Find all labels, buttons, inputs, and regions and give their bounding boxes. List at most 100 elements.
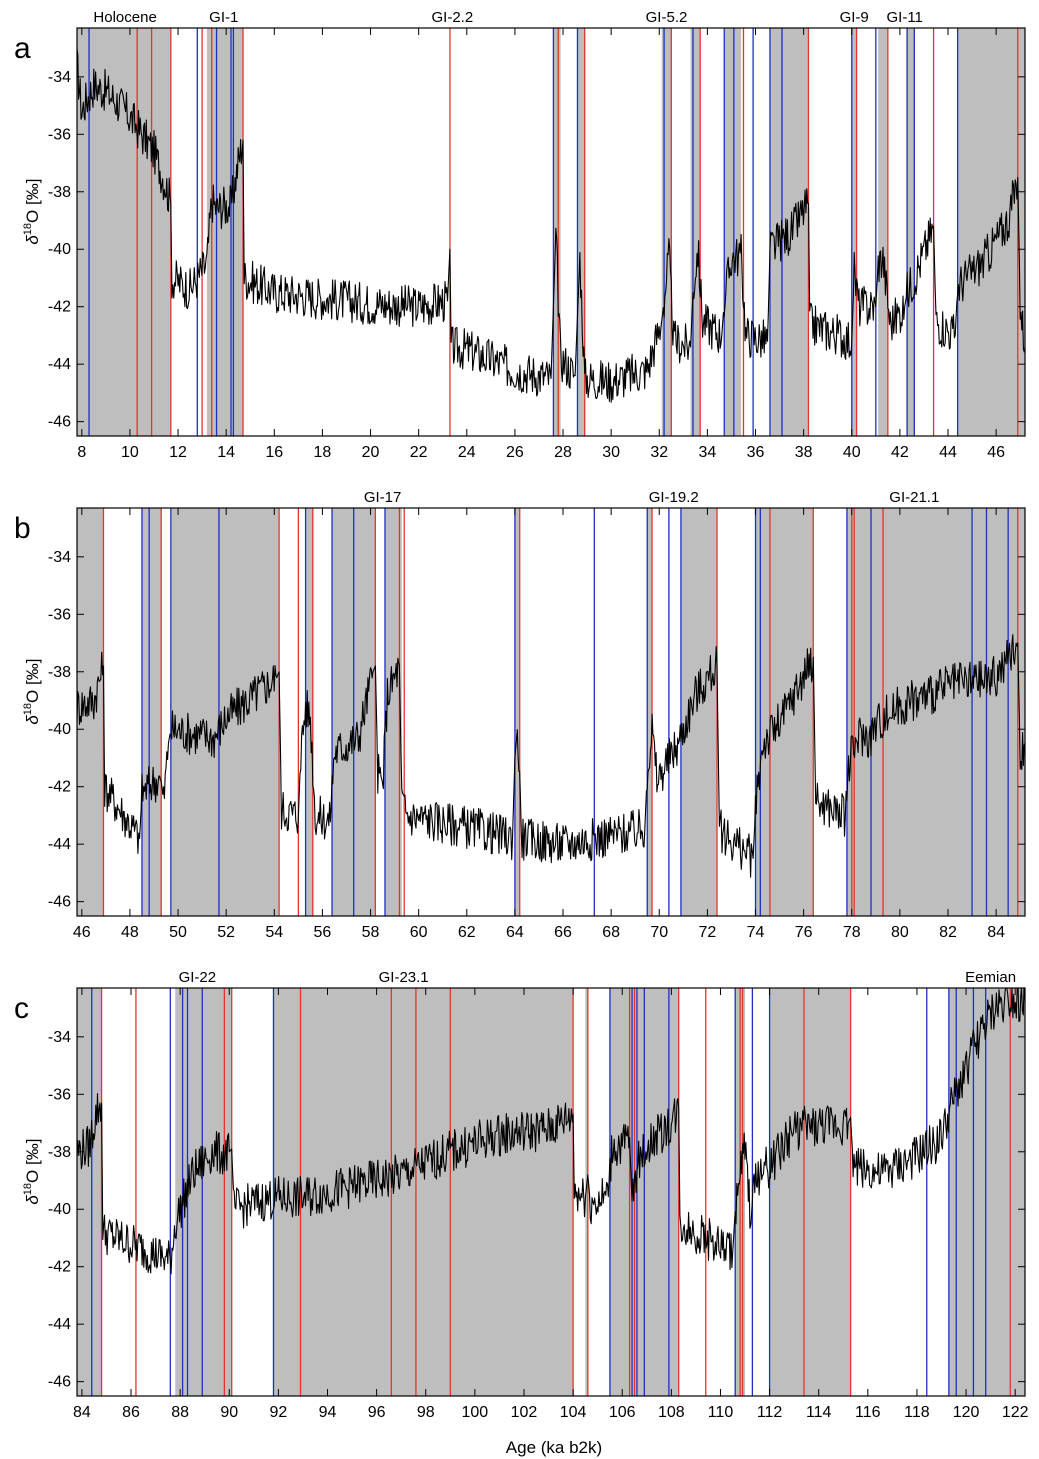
x-tick-label: 110: [708, 1404, 734, 1421]
x-tick-label: 54: [265, 924, 283, 941]
d18o-curve-a: [77, 48, 1025, 403]
x-tick-label: 60: [410, 924, 428, 941]
y-tick-label: -46: [48, 1374, 71, 1391]
event-annotation: GI-21.1: [889, 489, 939, 506]
event-annotation: GI-17: [364, 489, 402, 506]
y-tick-label: -38: [48, 1144, 71, 1161]
x-tick-label: 88: [171, 1404, 189, 1421]
stadial-shade-a-11: [957, 28, 1025, 436]
y-tick-label: -34: [48, 69, 71, 86]
x-tick-label: 56: [314, 924, 332, 941]
x-tick-label: 92: [269, 1404, 287, 1421]
y-tick-label: -36: [48, 606, 71, 623]
x-tick-label: 106: [609, 1404, 636, 1421]
x-tick-label: 26: [506, 444, 524, 461]
stadial-shade-a-6: [724, 28, 742, 436]
y-tick-label: -40: [48, 721, 71, 738]
x-tick-label: 34: [698, 444, 716, 461]
x-tick-label: 104: [560, 1404, 587, 1421]
panel-c-plot-area: [77, 988, 1025, 1396]
event-annotation: GI-23.1: [379, 969, 429, 986]
y-tick-label: -36: [48, 126, 71, 143]
panel-b-plot-area: [77, 508, 1025, 916]
stadial-shade-c-0: [77, 988, 102, 1396]
y-tick-label: -44: [48, 356, 71, 373]
x-tick-label: 48: [121, 924, 139, 941]
stadial-shade-a-2: [553, 28, 561, 436]
stadial-shade-c-3: [585, 988, 588, 1396]
event-annotation: GI-11: [886, 9, 922, 26]
stadial-shade-b-6: [514, 508, 520, 916]
x-tick-label: 64: [506, 924, 524, 941]
x-axis-label: Age (ka b2k): [506, 1438, 602, 1457]
x-tick-label: 62: [458, 924, 476, 941]
stadial-shade-b-1: [141, 508, 162, 916]
event-annotation: GI-22: [179, 969, 217, 986]
x-tick-label: 114: [806, 1404, 832, 1421]
y-tick-label: -42: [48, 1259, 71, 1276]
y-tick-label: -40: [48, 241, 71, 258]
y-tick-label: -38: [48, 184, 71, 201]
panel-letter: a: [14, 32, 31, 65]
x-tick-label: 52: [217, 924, 235, 941]
x-tick-label: 120: [953, 1404, 980, 1421]
stadial-shade-b-10: [846, 508, 1025, 916]
x-tick-label: 82: [939, 924, 957, 941]
stadial-shade-a-7: [769, 28, 809, 436]
stadial-shade-a-9: [878, 28, 888, 436]
y-tick-label: -42: [48, 779, 71, 796]
stadial-shade-a-1: [206, 28, 244, 436]
panels-group: 8 10 12 14 16 18 20 22 24 26 28 30 32 34 36 38 40 42 44 46-…: [14, 9, 1029, 1421]
x-tick-label: 16: [265, 444, 283, 461]
x-tick-label: 102: [511, 1404, 538, 1421]
x-tick-label: 10: [121, 444, 139, 461]
x-tick-label: 24: [458, 444, 476, 461]
y-tick-label: -46: [48, 414, 71, 431]
stadial-shade-c-7: [948, 988, 1025, 1396]
event-annotation: GI-2.2: [432, 9, 474, 26]
y-tick-label: -34: [48, 549, 71, 566]
x-tick-label: 72: [698, 924, 716, 941]
stadial-shade-c-6: [769, 988, 851, 1396]
x-tick-label: 94: [319, 1404, 337, 1421]
x-tick-label: 46: [73, 924, 91, 941]
stadial-shade-a-10: [907, 28, 915, 436]
x-tick-label: 42: [891, 444, 909, 461]
y-tick-label: -42: [48, 299, 71, 316]
x-tick-label: 58: [362, 924, 380, 941]
x-tick-label: 98: [417, 1404, 435, 1421]
x-tick-label: 68: [602, 924, 620, 941]
x-tick-label: 40: [843, 444, 861, 461]
x-tick-label: 38: [795, 444, 813, 461]
x-tick-label: 84: [73, 1404, 91, 1421]
stadial-shade-b-5: [384, 508, 402, 916]
x-tick-label: 80: [891, 924, 909, 941]
stadial-shade-a-8: [851, 28, 857, 436]
x-tick-label: 76: [795, 924, 813, 941]
event-annotation: GI-5.2: [646, 9, 688, 26]
x-tick-label: 30: [602, 444, 620, 461]
panel-letter: c: [14, 992, 29, 1025]
event-annotation: GI-19.2: [649, 489, 699, 506]
y-tick-label: -36: [48, 1086, 71, 1103]
event-annotation: Eemian: [965, 969, 1016, 986]
y-tick-label: -44: [48, 836, 71, 853]
x-tick-label: 84: [987, 924, 1005, 941]
x-tick-label: 18: [314, 444, 332, 461]
y-tick-label: -40: [48, 1201, 71, 1218]
x-tick-label: 86: [122, 1404, 140, 1421]
y-tick-label: -34: [48, 1029, 71, 1046]
stadial-shade-a-3: [577, 28, 585, 436]
x-tick-label: 118: [904, 1404, 930, 1421]
stadial-shade-c-2: [273, 988, 574, 1396]
y-tick-label: -44: [48, 1316, 71, 1333]
stadial-shade-a-0: [77, 28, 171, 436]
panel-c-frame: [76, 987, 1026, 1397]
x-tick-label: 108: [658, 1404, 685, 1421]
event-annotation: GI-9: [840, 9, 869, 26]
stadial-shade-a-4: [661, 28, 672, 436]
event-annotation: GI-1: [209, 9, 238, 26]
y-tick-label: -46: [48, 894, 71, 911]
stadial-shade-b-8: [680, 508, 718, 916]
